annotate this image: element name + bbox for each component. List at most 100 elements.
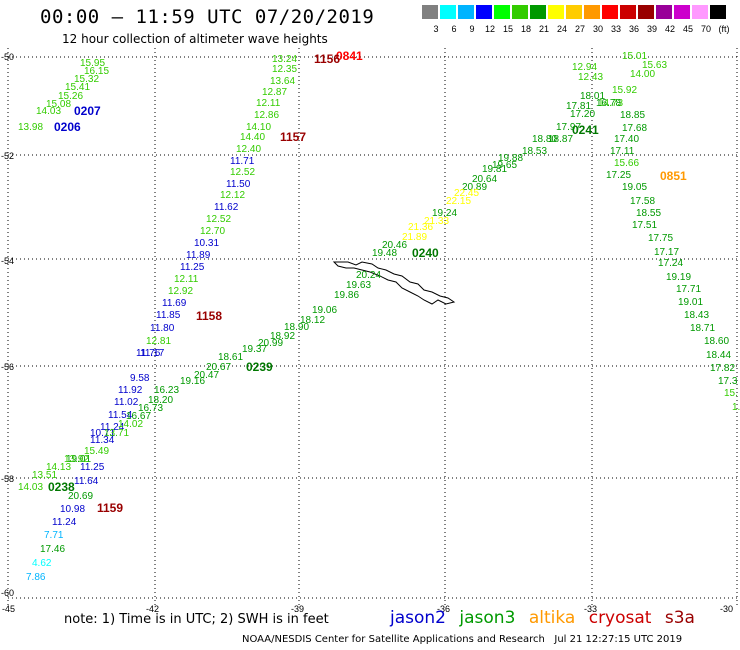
colorbar-label: (ft) <box>718 24 730 34</box>
swh-value: 12.12 <box>220 190 245 201</box>
credit-line: NOAA/NESDIS Center for Satellite Applica… <box>242 634 683 645</box>
swh-value: 12.43 <box>578 72 603 83</box>
swh-value: 17.58 <box>630 196 655 207</box>
swh-value: 15.95 <box>80 58 105 69</box>
swh-value: 15.49 <box>84 446 109 457</box>
swh-value: 11.54 <box>108 410 133 421</box>
swh-value: 12.81 <box>146 336 171 347</box>
swh-value: 15.92 <box>612 85 637 96</box>
swh-value: 12.40 <box>236 144 261 155</box>
swh-value: 20.99 <box>258 338 283 349</box>
colorbar-cell <box>620 5 636 19</box>
swh-value: 17.68 <box>622 123 647 134</box>
legend-altika: altika <box>528 608 576 628</box>
colorbar-cell <box>674 5 690 19</box>
swh-value: 15.63 <box>642 60 667 71</box>
lat-label: -56 <box>1 362 15 372</box>
lat-label: -58 <box>1 474 15 484</box>
units-note: note: 1) Time is in UTC; 2) SWH is in fe… <box>64 612 329 627</box>
swh-value: 11.64 <box>74 476 99 487</box>
pass-time-label: 0207 <box>74 104 101 118</box>
swh-value: 16.73 <box>138 403 163 414</box>
swh-value: 18.71 <box>690 323 715 334</box>
swh-value: 15.26 <box>58 91 83 102</box>
colorbar-cell <box>422 5 438 19</box>
lon-label: -45 <box>2 604 16 614</box>
swh-value: 11.69 <box>162 298 187 309</box>
swh-value: 13.51 <box>32 470 57 481</box>
colorbar-cell <box>584 5 600 19</box>
colorbar-cell <box>458 5 474 19</box>
swh-value: 11.34 <box>90 435 115 446</box>
swh-value: 11.24 <box>100 422 125 433</box>
colorbar-cell <box>476 5 492 19</box>
swh-value: 12.35 <box>272 64 297 75</box>
swh-value: 14.00 <box>630 69 655 80</box>
swh-value: 13.64 <box>270 76 295 87</box>
colorbar-cell <box>548 5 564 19</box>
swh-value: 20.46 <box>382 240 407 251</box>
colorbar-cell <box>494 5 510 19</box>
colorbar-cell <box>656 5 672 19</box>
colorbar-cell <box>440 5 456 19</box>
swh-value: 18.12 <box>300 315 325 326</box>
swh-value: 19.19 <box>666 272 691 283</box>
swh-value: 11.17 <box>140 348 165 359</box>
swh-value: 17.81 <box>566 101 591 112</box>
colorbar-label: 6 <box>451 24 457 34</box>
colorbar-cell <box>530 5 546 19</box>
pass-time-label: 0240 <box>412 246 439 260</box>
swh-value: 11.25 <box>80 462 105 473</box>
swh-value: 19.01 <box>66 454 91 465</box>
map-subtitle: 12 hour collection of altimeter wave hei… <box>62 32 328 46</box>
swh-value: 14.10 <box>246 122 271 133</box>
lat-label: -60 <box>1 588 15 598</box>
swh-value: 19.63 <box>346 280 371 291</box>
colorbar-label: 24 <box>556 24 567 34</box>
lat-label: -50 <box>1 52 15 62</box>
swh-value: 11.71 <box>230 156 255 167</box>
colorbar-label: 36 <box>628 24 639 34</box>
pass-time-label: 1156 <box>314 52 340 66</box>
swh-value: 21.36 <box>408 222 433 233</box>
colorbar-cell <box>566 5 582 19</box>
swh-value: 4.62 <box>32 558 52 569</box>
swh-value: 19.37 <box>242 344 267 355</box>
swh-value: 12.86 <box>254 110 279 121</box>
swh-value: 17.46 <box>40 544 65 555</box>
swh-value: 16.78 <box>596 98 621 109</box>
swh-value: 18.87 <box>548 134 573 145</box>
swh-value: 20.24 <box>356 270 381 281</box>
swh-value: 20.64 <box>472 174 497 185</box>
colorbar-label: 3 <box>433 24 439 34</box>
lon-label: -33 <box>584 604 598 614</box>
swh-value: 14.03 <box>18 482 43 493</box>
pass-time-label: 0206 <box>54 120 81 134</box>
swh-value: 17.17 <box>654 247 679 258</box>
legend-cryosat: cryosat <box>588 608 652 628</box>
swh-value: 14.40 <box>240 132 265 143</box>
swh-value: 11.50 <box>226 179 251 190</box>
swh-value: 13.92 <box>64 454 89 465</box>
swh-value: 14.13 <box>46 462 71 473</box>
swh-value: 18.01 <box>580 91 605 102</box>
lon-label: -30 <box>720 604 734 614</box>
swh-value: 7.71 <box>44 530 64 541</box>
swh-value: 10.71 <box>90 428 115 439</box>
swh-value: 17.20 <box>570 109 595 120</box>
colorbar-cell <box>638 5 654 19</box>
colorbar-label: 33 <box>610 24 621 34</box>
colorbar-cell <box>710 5 726 19</box>
swh-value: 11.80 <box>150 323 175 334</box>
pass-time-label: 0841 <box>336 49 363 63</box>
swh-value: 12.52 <box>230 167 255 178</box>
swh-value: 15. <box>724 388 738 399</box>
pass-time-label: 1159 <box>97 501 123 515</box>
colorbar-label: 39 <box>646 24 657 34</box>
lon-label: -42 <box>146 604 160 614</box>
colorbar-label: 27 <box>574 24 585 34</box>
swh-value: 13.98 <box>18 122 43 133</box>
colorbar-label: 21 <box>538 24 549 34</box>
legend-jason3: jason3 <box>459 608 516 628</box>
swh-value: 19.06 <box>312 305 337 316</box>
